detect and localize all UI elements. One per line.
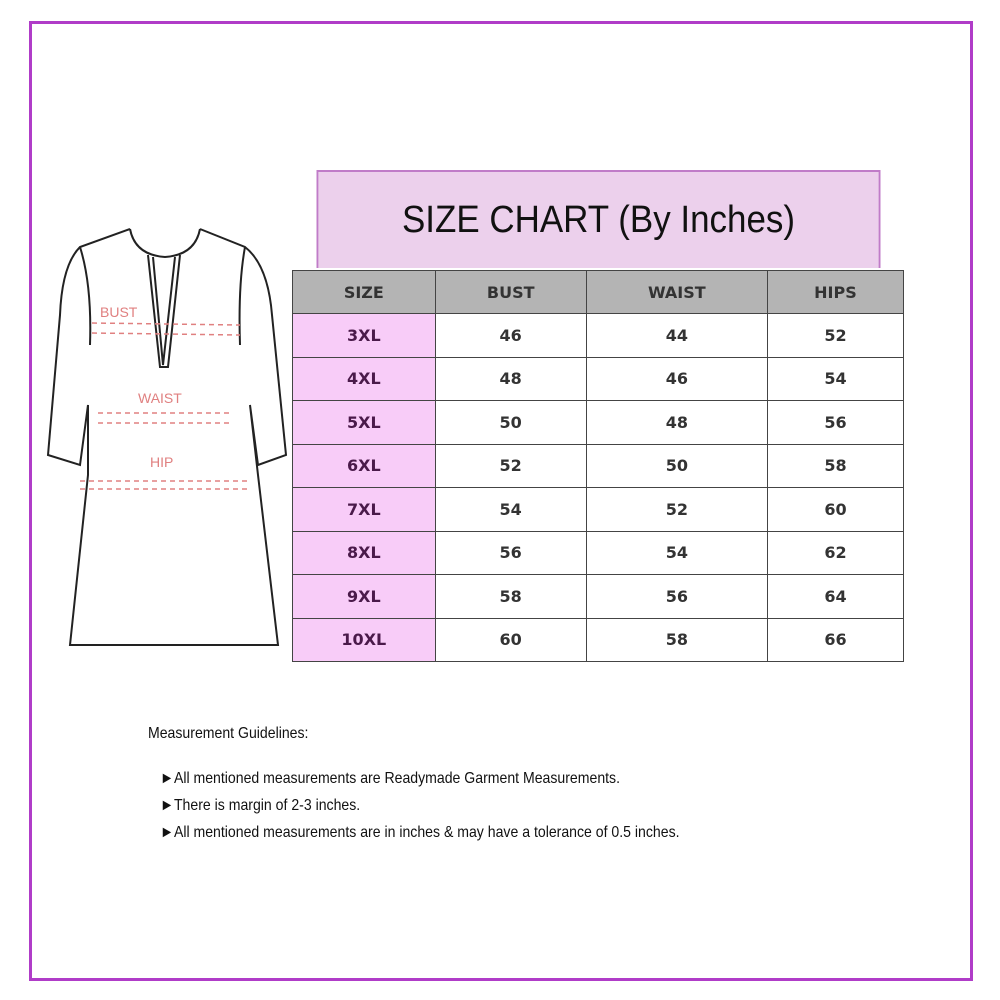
cell-hips: 52 (766, 313, 905, 358)
cell-waist: 56 (585, 574, 768, 619)
guideline-item: ►All mentioned measurements are Readymad… (160, 770, 621, 787)
table-row: 5XL 50 48 56 (292, 400, 905, 445)
table-row: 6XL 52 50 58 (292, 443, 905, 488)
cell-bust: 60 (434, 617, 587, 662)
cell-hips: 66 (766, 617, 905, 662)
cell-bust: 54 (434, 487, 587, 532)
header-size: SIZE (292, 270, 436, 314)
cell-size: 10XL (292, 617, 436, 662)
cell-hips: 60 (766, 487, 905, 532)
kurta-diagram: BUST WAIST HIP (46, 228, 288, 646)
cell-waist: 48 (585, 400, 768, 445)
right-pointer-icon: ► (160, 824, 174, 841)
right-pointer-icon: ► (160, 797, 174, 814)
cell-hips: 62 (766, 530, 905, 575)
cell-bust: 50 (434, 400, 587, 445)
cell-hips: 64 (766, 574, 905, 619)
header-waist: WAIST (585, 270, 768, 314)
waist-label: WAIST (138, 390, 182, 406)
cell-bust: 46 (434, 313, 587, 358)
right-pointer-icon: ► (160, 770, 174, 787)
cell-bust: 56 (434, 530, 587, 575)
cell-size: 9XL (292, 574, 436, 619)
cell-bust: 52 (434, 443, 587, 488)
cell-hips: 58 (766, 443, 905, 488)
cell-bust: 48 (434, 356, 587, 401)
guideline-item: ►All mentioned measurements are in inche… (160, 824, 680, 841)
header-bust: BUST (434, 270, 587, 314)
cell-waist: 46 (585, 356, 768, 401)
cell-size: 8XL (292, 530, 436, 575)
cell-size: 6XL (292, 443, 436, 488)
table-row: 10XL 60 58 66 (292, 617, 905, 662)
cell-size: 7XL (292, 487, 436, 532)
cell-bust: 58 (434, 574, 587, 619)
cell-waist: 54 (585, 530, 768, 575)
header-hips: HIPS (766, 270, 905, 314)
size-table: SIZE BUST WAIST HIPS 3XL 46 44 52 4XL 48 46 54 5… (292, 270, 905, 662)
guidelines-heading: Measurement Guidelines: (148, 725, 309, 742)
table-row: 8XL 56 54 62 (292, 530, 905, 575)
cell-size: 4XL (292, 356, 436, 401)
table-row: 9XL 58 56 64 (292, 574, 905, 619)
guideline-item: ►There is margin of 2-3 inches. (160, 797, 361, 814)
table-row: 7XL 54 52 60 (292, 487, 905, 532)
table-row: 4XL 48 46 54 (292, 356, 905, 401)
table-row: 3XL 46 44 52 (292, 313, 905, 358)
cell-size: 5XL (292, 400, 436, 445)
hip-label: HIP (150, 454, 173, 470)
cell-waist: 50 (585, 443, 768, 488)
cell-waist: 58 (585, 617, 768, 662)
cell-hips: 56 (766, 400, 905, 445)
cell-waist: 44 (585, 313, 768, 358)
bust-label: BUST (100, 304, 138, 320)
cell-hips: 54 (766, 356, 905, 401)
size-chart-title: SIZE CHART (By Inches) (316, 170, 881, 268)
cell-waist: 52 (585, 487, 768, 532)
cell-size: 3XL (292, 313, 436, 358)
page-border (29, 21, 973, 981)
